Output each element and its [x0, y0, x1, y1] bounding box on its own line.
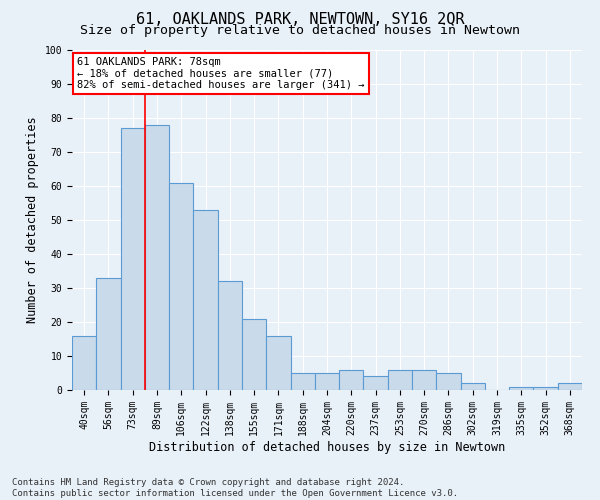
Bar	[412, 370, 436, 390]
Text: 61 OAKLANDS PARK: 78sqm
← 18% of detached houses are smaller (77)
82% of semi-de: 61 OAKLANDS PARK: 78sqm ← 18% of detache…	[77, 57, 365, 90]
Bar	[509, 386, 533, 390]
Bar	[388, 370, 412, 390]
Bar	[290, 373, 315, 390]
Bar	[364, 376, 388, 390]
Bar	[436, 373, 461, 390]
Bar	[193, 210, 218, 390]
Bar	[339, 370, 364, 390]
X-axis label: Distribution of detached houses by size in Newtown: Distribution of detached houses by size …	[149, 440, 505, 454]
Bar	[533, 386, 558, 390]
Bar	[121, 128, 145, 390]
Bar	[558, 383, 582, 390]
Y-axis label: Number of detached properties: Number of detached properties	[26, 116, 39, 324]
Bar	[145, 125, 169, 390]
Bar	[315, 373, 339, 390]
Bar	[242, 318, 266, 390]
Bar	[218, 281, 242, 390]
Text: Contains HM Land Registry data © Crown copyright and database right 2024.
Contai: Contains HM Land Registry data © Crown c…	[12, 478, 458, 498]
Text: Size of property relative to detached houses in Newtown: Size of property relative to detached ho…	[80, 24, 520, 37]
Bar	[461, 383, 485, 390]
Bar	[72, 336, 96, 390]
Text: 61, OAKLANDS PARK, NEWTOWN, SY16 2QR: 61, OAKLANDS PARK, NEWTOWN, SY16 2QR	[136, 12, 464, 28]
Bar	[266, 336, 290, 390]
Bar	[96, 278, 121, 390]
Bar	[169, 182, 193, 390]
